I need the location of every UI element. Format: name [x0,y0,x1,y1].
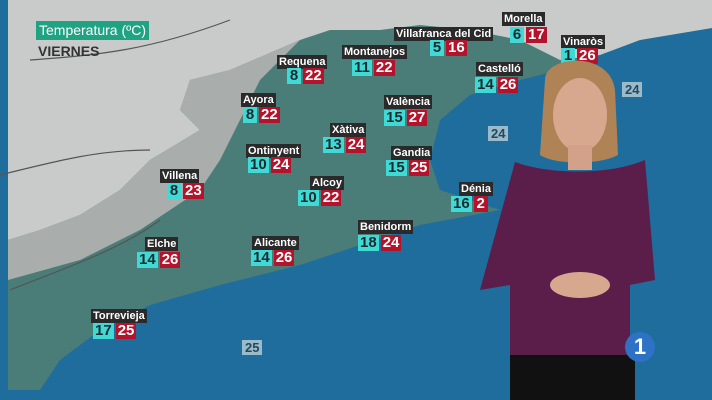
city-name: Torrevieja [91,309,147,323]
city-name: Vinaròs [561,35,606,49]
city-name: Dénia [459,182,493,196]
min-temp: 6 [510,27,524,43]
min-temp: 5 [430,40,444,56]
city-name: Gandia [391,146,433,160]
min-temp: 8 [287,68,301,84]
max-temp: 26 [273,249,295,266]
city-name: Morella [502,12,545,26]
max-temp: 2 [473,196,488,212]
max-temp: 24 [380,234,402,251]
max-temp: 17 [526,26,547,43]
title-badge: Temperatura (ºC) [36,21,150,40]
max-temp: 26 [159,251,181,268]
city-name: Villafranca del Cid [394,27,494,41]
city-temps: 11 22 [352,60,395,76]
min-temp: 15 [386,159,407,176]
city-name: Castelló [476,62,523,76]
city-temps: 8 22 [243,107,280,123]
max-temp: 27 [406,109,428,126]
city-temps: 14 26 [251,249,295,266]
city-temps: 13 24 [323,136,367,153]
sea-temp: 24 [622,82,643,97]
city-temps: 1 26 [561,48,598,64]
city-temps: 17 25 [93,322,137,339]
city-temps: 15 27 [384,109,428,126]
city-temps: 16 2 [451,196,488,212]
max-temp: 22 [303,67,324,84]
min-temp: 15 [384,109,405,126]
min-temp: 14 [137,251,158,268]
min-temp: 17 [93,322,114,339]
max-temp: 26 [497,76,519,93]
max-temp: 24 [345,136,367,153]
max-temp: 16 [446,39,467,56]
max-temp: 25 [408,159,430,176]
city-temps: 10 22 [298,189,342,206]
city-name: Villena [160,169,200,183]
city-temps: 8 23 [167,183,204,199]
city-name: Ontinyent [246,144,302,158]
city-name: Elche [145,237,179,251]
city-name: Montanejos [342,45,408,59]
sea-temp: 24 [488,126,509,141]
city-name: València [384,95,433,109]
min-temp: 10 [298,189,319,206]
max-temp: 23 [183,182,204,199]
city-temps: 8 22 [287,68,324,84]
city-temps: 18 24 [358,234,402,251]
max-temp: 26 [577,47,598,64]
min-temp: 14 [251,249,272,266]
city-name: Ayora [241,93,276,107]
city-name: Alicante [252,236,299,250]
city-name: Alcoy [310,176,344,190]
city-name: Xàtiva [330,123,367,137]
min-temp: 10 [248,156,269,173]
city-temps: 15 25 [386,159,430,176]
max-temp: 22 [373,59,395,76]
min-temp: 16 [451,195,472,212]
sea-temp: 25 [242,340,263,355]
max-temp: 22 [320,189,342,206]
presenter [480,60,655,400]
min-temp: 11 [352,59,372,76]
min-temp: 1 [561,48,575,64]
min-temp: 8 [243,107,257,123]
city-temps: 14 26 [475,76,519,93]
max-temp: 25 [115,322,137,339]
day-label: VIERNES [38,43,100,59]
la1-logo: 1 [625,332,655,362]
min-temp: 18 [358,234,379,251]
city-temps: 14 26 [137,251,181,268]
city-temps: 10 24 [248,156,292,173]
city-name: Requena [277,55,328,69]
city-temps: 5 16 [430,40,467,56]
min-temp: 13 [323,136,344,153]
city-temps: 6 17 [510,27,547,43]
max-temp: 22 [259,106,280,123]
city-name: Benidorm [358,220,414,234]
max-temp: 24 [270,156,292,173]
min-temp: 8 [167,183,181,199]
min-temp: 14 [475,76,496,93]
